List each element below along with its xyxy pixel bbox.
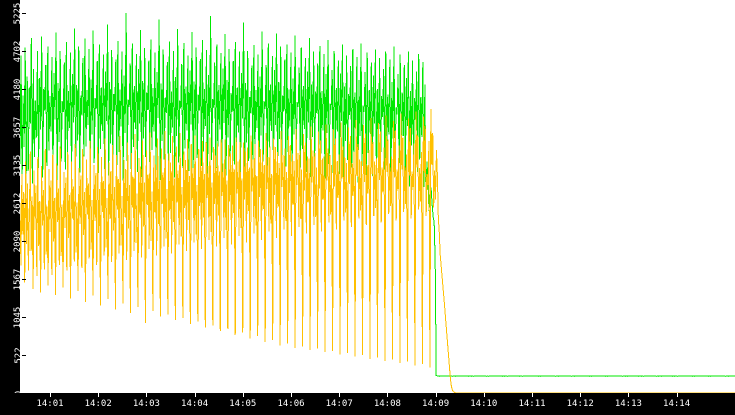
y-tick-mark xyxy=(22,89,26,90)
x-tick-mark xyxy=(580,393,581,397)
x-tick-label: 14:14 xyxy=(663,399,691,409)
x-tick-label: 14:01 xyxy=(36,399,64,409)
x-tick-mark xyxy=(98,393,99,397)
series-orange-line xyxy=(20,109,735,393)
x-tick-mark xyxy=(146,393,147,397)
x-tick-mark xyxy=(291,393,292,397)
x-tick-mark xyxy=(628,393,629,397)
x-tick-mark xyxy=(436,393,437,397)
y-tick-mark xyxy=(22,355,26,356)
x-tick-label: 14:09 xyxy=(422,399,450,409)
plot-area xyxy=(20,0,735,393)
x-tick-label: 14:04 xyxy=(181,399,209,409)
x-axis-label-strip: 14:01 14:02 14:03 14:04 14:05 14:06 14:07 14:08… xyxy=(0,393,735,415)
x-tick-label: 14:10 xyxy=(470,399,498,409)
x-tick-label: 14:07 xyxy=(325,399,353,409)
x-tick-mark xyxy=(339,393,340,397)
y-tick-mark xyxy=(22,203,26,204)
x-tick-mark xyxy=(677,393,678,397)
x-tick-label: 14:02 xyxy=(84,399,112,409)
y-tick-mark xyxy=(22,241,26,242)
x-tick-label: 14:12 xyxy=(566,399,594,409)
x-tick-mark xyxy=(387,393,388,397)
x-tick-label: 14:11 xyxy=(518,399,546,409)
x-tick-mark xyxy=(532,393,533,397)
x-tick-label: 14:13 xyxy=(614,399,642,409)
x-tick-label: 14:05 xyxy=(229,399,257,409)
x-tick-label: 14:08 xyxy=(373,399,401,409)
y-tick-mark xyxy=(22,13,26,14)
x-tick-mark xyxy=(50,393,51,397)
x-tick-mark xyxy=(195,393,196,397)
x-tick-label: 14:06 xyxy=(277,399,305,409)
y-tick-mark xyxy=(22,279,26,280)
y-axis-label-strip: 5225470241803657313526122090156710455220 xyxy=(0,0,24,396)
y-tick-mark xyxy=(22,127,26,128)
y-tick-mark xyxy=(22,51,26,52)
x-tick-mark xyxy=(484,393,485,397)
y-tick-mark xyxy=(22,317,26,318)
x-tick-label: 14:03 xyxy=(132,399,160,409)
y-tick-mark xyxy=(22,165,26,166)
plot-svg xyxy=(20,13,735,393)
x-tick-mark xyxy=(243,393,244,397)
series-green-line xyxy=(20,13,735,377)
